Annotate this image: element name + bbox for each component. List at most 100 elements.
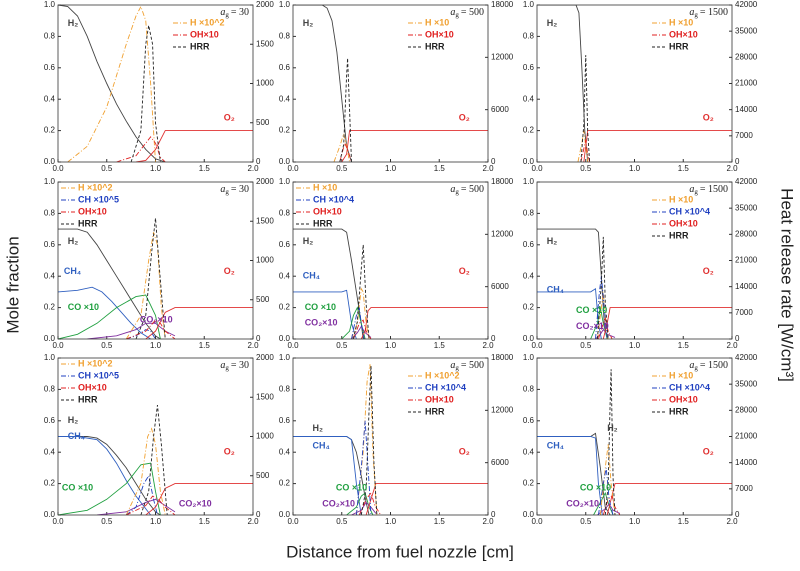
y-tick-label: 1.0 (44, 177, 56, 186)
x-tick-label: 1.5 (434, 341, 446, 350)
annotation-symbol: a (450, 7, 455, 18)
series-line (293, 436, 362, 515)
plot-area (293, 5, 488, 162)
series-line (604, 369, 616, 515)
series-line (351, 307, 365, 339)
y-tick-label: 0.6 (44, 416, 56, 425)
species-label: O₂ (459, 447, 470, 457)
y2-tick-label: 14000 (735, 458, 758, 467)
y-tick-label: 0.8 (523, 209, 535, 218)
annotation-symbol: a (689, 7, 694, 18)
x-tick-label: 0.5 (580, 341, 592, 350)
annotation-text: = 500 (461, 360, 484, 371)
x-tick-label: 1.0 (629, 517, 641, 526)
legend-label: OH×10 (78, 206, 107, 216)
x-tick-label: 2.0 (247, 164, 259, 173)
plot-area (293, 364, 488, 515)
species-label: O₂ (703, 112, 714, 122)
y2-tick-label: 1500 (256, 39, 274, 48)
y-tick-label: 1.0 (279, 177, 291, 186)
legend-label: H ×10^2 (78, 182, 113, 192)
annotation: ag = 1500 (689, 360, 728, 371)
y2-tick-label: 6000 (491, 105, 509, 114)
y2-tick-label: 21000 (735, 79, 758, 88)
y2-tick-label: 6000 (491, 282, 509, 291)
y-tick-label: 0.4 (279, 271, 291, 280)
series-line (135, 218, 166, 339)
y-tick-label: 0.2 (279, 479, 291, 488)
y2-tick-label: 0 (256, 157, 261, 166)
series-line (537, 287, 602, 339)
series-line (58, 228, 161, 339)
species-label: O₂ (224, 447, 235, 457)
plot-frame (57, 357, 254, 516)
legend-label: OH×10 (425, 394, 454, 404)
y2-tick-label: 42000 (735, 0, 758, 9)
series-line (126, 319, 176, 339)
legend-label: OH×10 (190, 29, 219, 39)
x-tick-label: 2.0 (482, 341, 494, 350)
y2-tick-label: 35000 (735, 26, 758, 35)
y2-tick-label: 0 (735, 510, 740, 519)
y2-tick-label: 42000 (735, 353, 758, 362)
y-tick-label: 0.4 (523, 447, 535, 456)
legend-label: H ×10 (669, 17, 693, 27)
y2-tick-label: 1000 (256, 432, 274, 441)
y2-tick-label: 14000 (735, 282, 758, 291)
series-line (341, 306, 366, 339)
annotation-text: = 1500 (700, 360, 728, 371)
y2-tick-label: 0 (735, 334, 740, 343)
panel: 0.0 0.5 1.0 1.5 2.0 0.0 0.2 0.4 0.6 0.8 1.0 0 6000 12… (279, 353, 514, 526)
series-line (346, 492, 374, 515)
annotation-symbol: a (450, 184, 455, 195)
series-line (125, 427, 166, 515)
series-line (58, 294, 161, 339)
panel: 0.0 0.5 1.0 1.5 2.0 0.0 0.2 0.4 0.6 0.8 1.0 0 7000 14… (523, 177, 758, 350)
series-line (537, 228, 608, 339)
y-tick-label: 1.0 (523, 353, 535, 362)
y-tick-label: 0.0 (523, 334, 535, 343)
x-tick-label: 1.5 (434, 517, 446, 526)
series-line (597, 236, 609, 339)
legend-label: H ×10 (313, 182, 337, 192)
x-tick-label: 1.0 (150, 341, 162, 350)
legend-label: H ×10^2 (78, 358, 113, 368)
series-line (125, 474, 158, 515)
species-label: CO₂×10 (322, 498, 355, 508)
species-label: CO₂×10 (140, 315, 173, 325)
x-tick-label: 0.5 (101, 341, 113, 350)
y2-tick-label: 0 (735, 157, 740, 166)
series-line (293, 5, 352, 162)
y2-tick-label: 2000 (256, 0, 274, 9)
series-line (353, 319, 372, 339)
panel: 0.0 0.5 1.0 1.5 2.0 0.0 0.2 0.4 0.6 0.8 1.0 0 500 100… (44, 353, 274, 526)
y2-tick-label: 0 (256, 334, 261, 343)
plot-frame (57, 4, 254, 163)
series-line (537, 436, 603, 515)
y2-tick-label: 6000 (491, 458, 509, 467)
y-tick-label: 0.8 (523, 385, 535, 394)
y2-tick-label: 21000 (735, 256, 758, 265)
y-tick-label: 0.4 (523, 271, 535, 280)
x-tick-label: 0.5 (336, 517, 348, 526)
x-tick-label: 2.0 (726, 341, 738, 350)
legend-label: HRR (425, 41, 445, 51)
x-tick-label: 1.0 (385, 517, 397, 526)
species-label: O₂ (703, 266, 714, 276)
y-tick-label: 0.0 (279, 334, 291, 343)
species-label: CO₂×10 (576, 321, 609, 331)
x-tick-label: 1.0 (150, 164, 162, 173)
series-line (595, 328, 616, 339)
annotation-text: = 1500 (700, 184, 728, 195)
annotation: ag = 30 (220, 184, 249, 195)
y-tick-label: 0.6 (279, 416, 291, 425)
legend-label: H ×10^2 (425, 370, 460, 380)
legend-label: HRR (425, 406, 445, 416)
y-tick-label: 0.2 (279, 303, 291, 312)
series-line (593, 491, 614, 515)
y2-tick-label: 0 (256, 510, 261, 519)
series-line (537, 5, 589, 162)
species-label: H₂ (547, 18, 558, 28)
series-line (360, 307, 488, 339)
plot-frame (536, 357, 733, 516)
